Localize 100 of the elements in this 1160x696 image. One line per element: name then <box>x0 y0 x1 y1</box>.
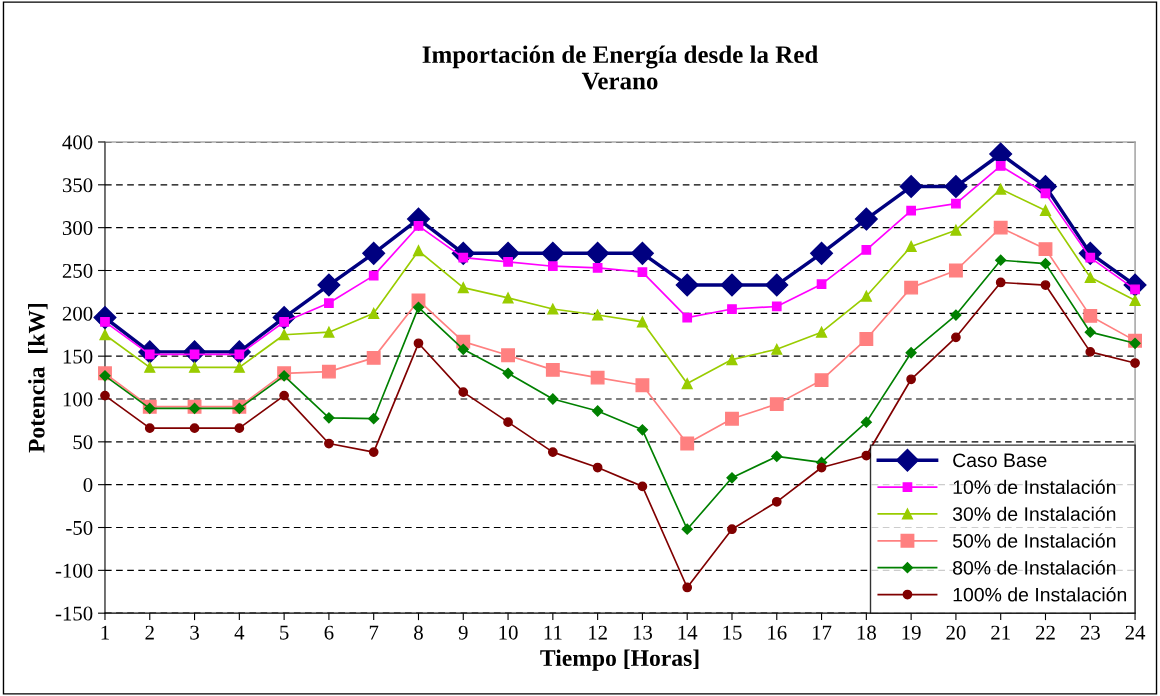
y-tick-label: 150 <box>63 349 93 364</box>
y-tick-label: 100 <box>63 392 93 407</box>
point <box>323 412 335 424</box>
point <box>278 370 290 382</box>
point <box>727 304 737 314</box>
point <box>368 307 380 319</box>
point <box>457 282 469 294</box>
point <box>861 245 872 255</box>
point <box>816 462 827 473</box>
legend-label: 50% de Instalación <box>952 533 1116 548</box>
point <box>592 462 603 473</box>
point <box>771 450 783 463</box>
point <box>1084 271 1096 283</box>
x-tick-label: 22 <box>1035 625 1055 640</box>
point <box>635 378 650 393</box>
point <box>854 207 878 231</box>
x-tick-label: 24 <box>1125 625 1146 640</box>
x-tick-label: 16 <box>768 625 787 640</box>
point <box>592 309 604 321</box>
point <box>816 326 828 338</box>
point <box>682 312 693 323</box>
point <box>680 436 695 451</box>
point <box>279 390 289 401</box>
point <box>771 496 782 507</box>
x-tick-label: 1 <box>101 625 109 640</box>
point <box>100 390 110 401</box>
point <box>951 198 961 209</box>
point <box>950 224 962 236</box>
point <box>726 354 738 366</box>
x-tick-label: 23 <box>1080 625 1100 640</box>
point <box>458 387 469 398</box>
x-tick-label: 17 <box>812 625 832 640</box>
point <box>1083 308 1098 323</box>
point <box>545 362 560 377</box>
x-tick-label: 18 <box>857 625 876 640</box>
point <box>630 241 654 265</box>
x-tick-label: 7 <box>369 625 379 640</box>
point <box>144 423 155 433</box>
point <box>1130 358 1140 368</box>
point <box>1040 280 1051 290</box>
point <box>189 423 200 433</box>
point <box>726 472 738 484</box>
point <box>814 373 829 388</box>
x-tick-label: 4 <box>234 625 245 640</box>
point <box>950 309 962 321</box>
y-tick-label: 50 <box>73 435 93 450</box>
x-tick-label: 14 <box>678 625 698 640</box>
point <box>324 438 334 449</box>
point <box>771 301 782 312</box>
point <box>324 298 334 308</box>
point <box>816 279 827 290</box>
point <box>547 303 559 315</box>
point <box>547 261 558 272</box>
y-tick-label: 400 <box>62 135 93 150</box>
point <box>99 370 111 382</box>
point <box>769 397 784 412</box>
x-tick-label: 9 <box>458 625 468 640</box>
x-tick-label: 11 <box>544 625 562 640</box>
y-axis-title: Potencia [kW] <box>28 303 48 453</box>
legend-label: Caso Base <box>953 453 1047 468</box>
point <box>1129 337 1141 349</box>
legend-label: 100% de Instalación <box>953 587 1127 602</box>
point <box>368 270 379 281</box>
point <box>457 343 469 355</box>
point <box>547 393 559 405</box>
point <box>592 405 604 417</box>
point <box>860 416 872 428</box>
point <box>321 364 336 379</box>
point <box>944 175 968 199</box>
point <box>995 254 1007 266</box>
point <box>906 205 916 216</box>
point <box>681 378 693 390</box>
point <box>592 263 603 273</box>
point <box>681 523 693 535</box>
point <box>995 161 1006 171</box>
legend-label: 10% de Instalación <box>953 479 1116 495</box>
point <box>727 524 737 535</box>
point <box>502 292 514 304</box>
x-tick-label: 6 <box>324 625 334 640</box>
point <box>144 361 156 373</box>
x-tick-label: 2 <box>145 625 154 640</box>
point <box>503 417 513 427</box>
point <box>586 241 610 265</box>
y-tick-label: -100 <box>55 563 93 578</box>
point <box>995 183 1007 195</box>
point <box>771 343 783 355</box>
point <box>951 332 961 343</box>
x-tick-label: 12 <box>589 625 607 640</box>
y-tick-label: 250 <box>62 263 93 278</box>
point <box>368 413 380 425</box>
x-axis-title: Tiempo [Horas] <box>540 649 699 671</box>
legend-label: 30% de Instalación <box>952 506 1116 521</box>
y-tick-label: -50 <box>66 520 93 535</box>
point <box>1039 258 1052 270</box>
y-tick-label: 350 <box>62 178 93 193</box>
point <box>278 329 290 341</box>
x-tick-label: 5 <box>280 625 289 640</box>
y-tick-label: 300 <box>62 221 93 236</box>
point <box>366 350 381 365</box>
point <box>503 257 513 267</box>
